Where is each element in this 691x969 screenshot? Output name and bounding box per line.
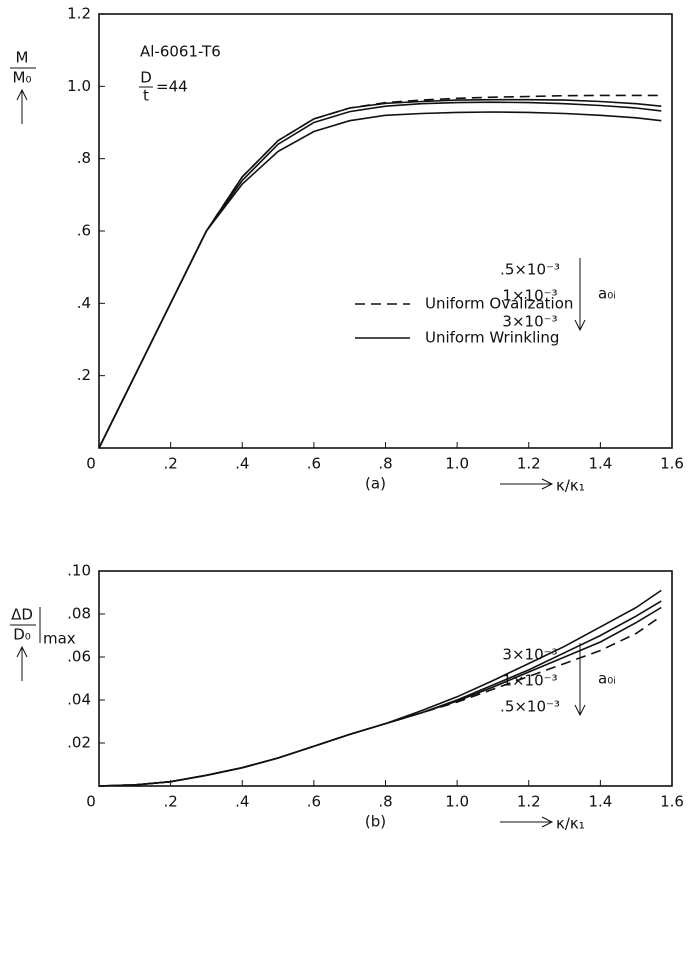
ratio-denominator: t	[143, 87, 149, 105]
x-tick-label: 1.4	[588, 793, 612, 811]
x-tick-label: 1.6	[660, 455, 684, 473]
y-label-numerator: ΔD	[11, 606, 33, 624]
y-arrow	[16, 88, 28, 124]
amplitude-symbol: a₀ᵢ	[598, 670, 616, 688]
x-tick-label: .6	[307, 793, 321, 811]
x-tick-label: 1.4	[588, 455, 612, 473]
y-label-denominator: M₀	[13, 69, 32, 87]
x-tick-label: .8	[378, 793, 392, 811]
curve	[98, 98, 662, 449]
y-tick-label: .2	[77, 366, 91, 384]
ratio-value: =44	[156, 78, 188, 96]
x-tick-label: 1.2	[517, 793, 541, 811]
ratio-numerator: D	[140, 69, 152, 87]
y-label-numerator: M	[16, 49, 29, 67]
amplitude-label: 3×10⁻³	[502, 646, 557, 664]
amplitude-label: 1×10⁻³	[502, 287, 557, 305]
y-tick-label: .4	[77, 294, 91, 312]
x-tick-label: .4	[235, 455, 249, 473]
y-tick-label: .04	[67, 691, 91, 709]
x-tick-label: 1.2	[517, 455, 541, 473]
curve	[98, 589, 662, 787]
curve	[98, 94, 662, 449]
y-tick-label: .8	[77, 149, 91, 167]
x-arrow	[500, 478, 554, 490]
curve	[98, 615, 662, 787]
amplitude-label: .5×10⁻³	[500, 698, 560, 716]
legend-label: Uniform Wrinkling	[425, 329, 559, 347]
y-tick-label: 1.0	[67, 77, 91, 95]
x-label: κ/κ₁	[556, 815, 585, 833]
curve	[98, 606, 662, 787]
y-tick-label: .10	[67, 562, 91, 580]
subtitle: (b)	[365, 813, 386, 831]
x-tick-label: .2	[163, 793, 177, 811]
amplitude-label: 1×10⁻³	[502, 672, 557, 690]
curve	[98, 101, 662, 449]
subtitle: (a)	[365, 475, 386, 493]
x-label: κ/κ₁	[556, 477, 585, 495]
y-tick-label: .6	[77, 222, 91, 240]
y-label-suffix: max	[43, 630, 76, 648]
x-tick-label: .2	[163, 455, 177, 473]
y-tick-label: 1.2	[67, 5, 91, 23]
x-tick-label: 1.0	[445, 455, 469, 473]
amplitude-arrow	[574, 258, 586, 332]
amplitude-label: .5×10⁻³	[500, 261, 560, 279]
x-tick-label: 0	[86, 455, 96, 473]
x-tick-label: 1.0	[445, 793, 469, 811]
x-tick-label: 1.6	[660, 793, 684, 811]
curve	[98, 600, 662, 787]
y-label-denominator: D₀	[13, 626, 31, 644]
amplitude-label: 3×10⁻³	[502, 313, 557, 331]
y-tick-label: .08	[67, 605, 91, 623]
curve	[98, 111, 662, 449]
x-tick-label: .4	[235, 793, 249, 811]
legend-label: Uniform Ovalization	[425, 295, 573, 313]
x-tick-label: .8	[378, 455, 392, 473]
y-tick-label: .06	[67, 648, 91, 666]
amplitude-arrow	[574, 643, 586, 717]
plot-frame	[98, 570, 673, 787]
x-arrow	[500, 816, 554, 828]
material: Al-6061-T6	[140, 43, 221, 61]
x-tick-label: 0	[86, 793, 96, 811]
x-tick-label: .6	[307, 455, 321, 473]
y-arrow	[16, 645, 28, 681]
y-tick-label: .02	[67, 734, 91, 752]
amplitude-symbol: a₀ᵢ	[598, 285, 616, 303]
